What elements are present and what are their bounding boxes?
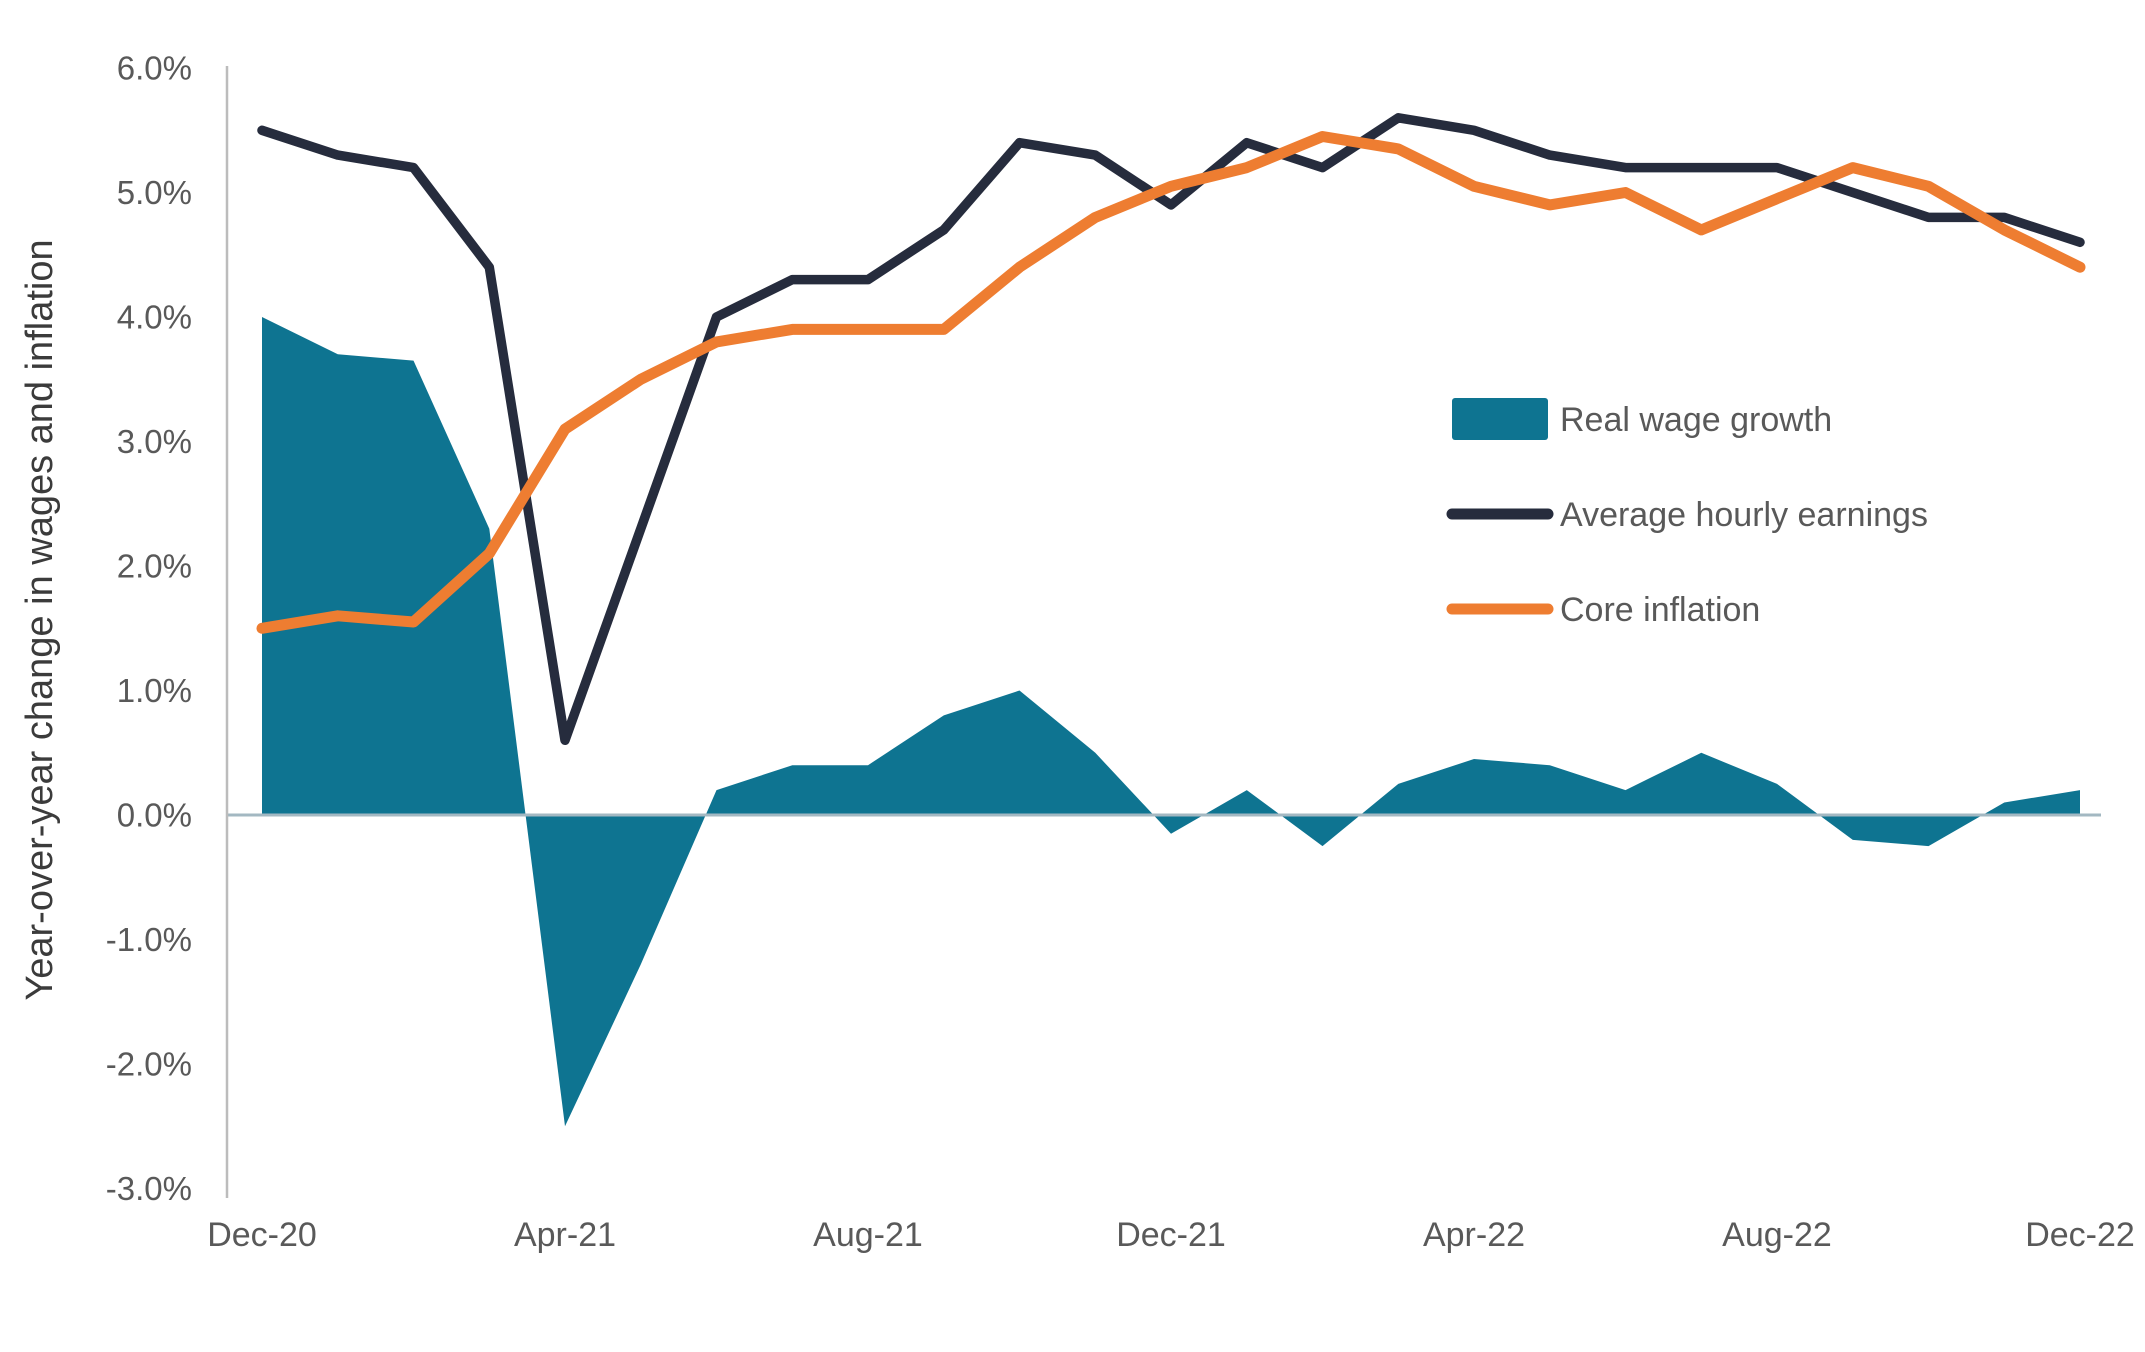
legend-label: Average hourly earnings — [1560, 496, 1928, 534]
legend-label: Core inflation — [1560, 591, 1760, 629]
y-tick-label: 3.0% — [117, 423, 192, 460]
x-tick-label: Apr-21 — [514, 1216, 616, 1254]
y-tick-label: -3.0% — [106, 1170, 192, 1207]
x-tick-label: Dec-22 — [2025, 1216, 2135, 1254]
series-line-core-inflation — [256, 131, 2086, 634]
x-tick-label: Dec-20 — [207, 1216, 317, 1254]
legend-swatch-real-wage-growth — [1452, 398, 1548, 440]
y-tick-label: 6.0% — [117, 50, 192, 87]
legend-label: Real wage growth — [1560, 401, 1832, 439]
x-tick-label: Aug-21 — [813, 1216, 923, 1254]
x-tick-label: Aug-22 — [1722, 1216, 1832, 1254]
y-tick-label: 0.0% — [117, 797, 192, 834]
series-line-average-hourly-earnings — [257, 113, 2085, 746]
y-tick-label: 1.0% — [117, 672, 192, 709]
y-tick-label: -1.0% — [106, 921, 192, 958]
y-tick-label: 5.0% — [117, 174, 192, 211]
x-tick-label: Dec-21 — [1116, 1216, 1226, 1254]
y-tick-label: 4.0% — [117, 299, 192, 336]
x-tick-label: Apr-22 — [1423, 1216, 1525, 1254]
y-axis-title: Year-over-year change in wages and infla… — [19, 239, 61, 1000]
y-tick-label: 2.0% — [117, 548, 192, 585]
y-tick-label: -2.0% — [106, 1046, 192, 1083]
